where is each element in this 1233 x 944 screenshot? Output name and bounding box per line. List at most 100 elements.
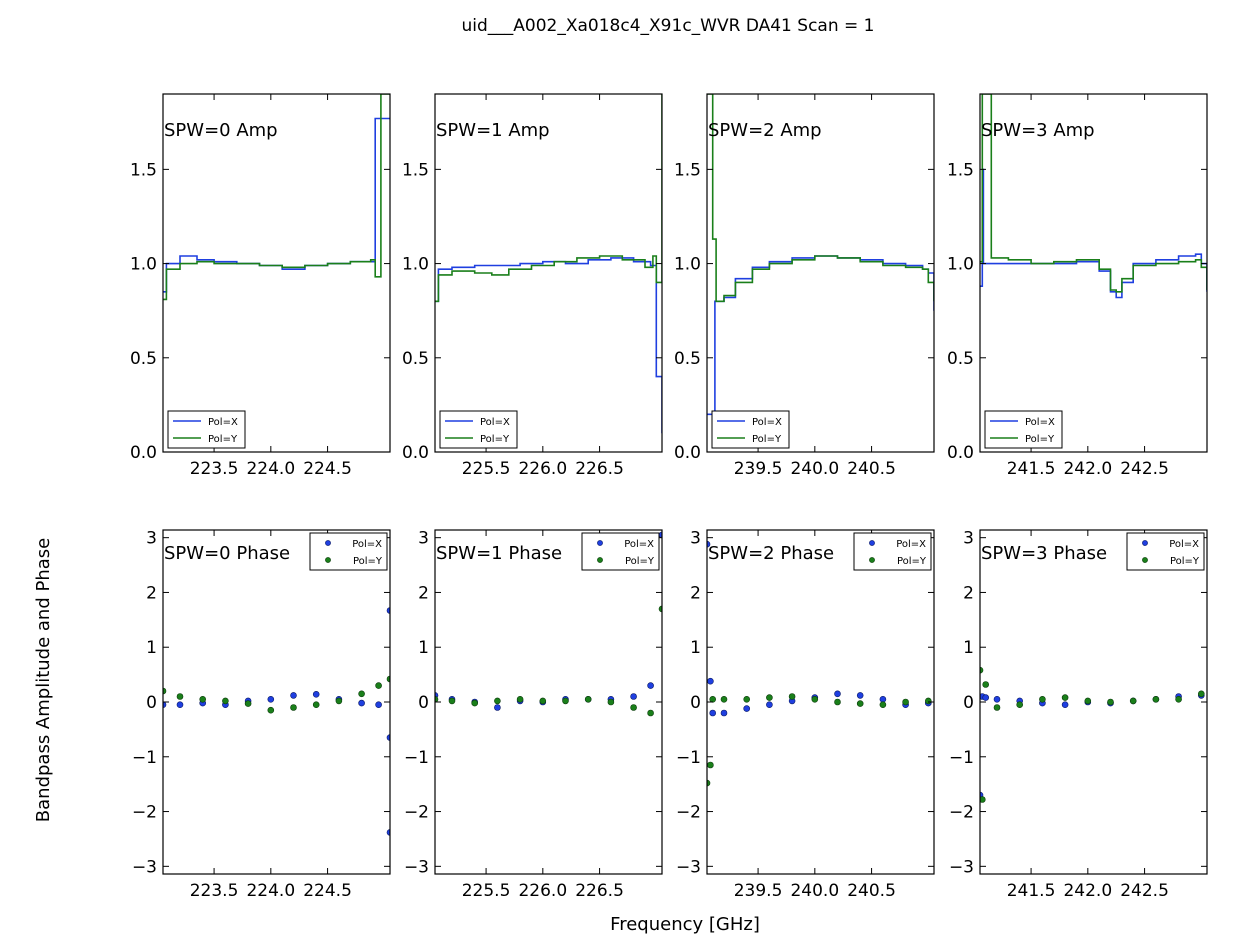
data-point bbox=[1084, 697, 1092, 705]
data-point bbox=[707, 761, 714, 769]
y-tick-label: 0 bbox=[963, 693, 974, 713]
legend-box bbox=[711, 410, 790, 449]
legend-entry: Pol=X bbox=[752, 417, 782, 428]
x-tick-label: 241.5 bbox=[1007, 459, 1056, 479]
data-point bbox=[494, 697, 501, 705]
y-tick-label: 2 bbox=[146, 583, 157, 603]
x-tick-label: 224.5 bbox=[303, 459, 352, 479]
y-tick-label: 1 bbox=[418, 638, 429, 658]
legend: Pol=X Pol=Y bbox=[1126, 532, 1205, 571]
panels: 0.0 0.5 1.0 1.5 223.5 224.0 224.5 SPW=0 Amp Pol=… bbox=[130, 93, 1208, 901]
plot-area bbox=[163, 607, 390, 836]
legend: Pol=X Pol=Y bbox=[853, 532, 932, 571]
data-point bbox=[335, 697, 343, 705]
axes-frame bbox=[979, 529, 1208, 875]
y-tick-label: 0.5 bbox=[674, 349, 701, 369]
data-point bbox=[163, 687, 167, 695]
y-tick-label: 1.5 bbox=[947, 160, 974, 180]
y-tick-label: 3 bbox=[690, 529, 701, 549]
data-point bbox=[290, 692, 297, 699]
data-point bbox=[244, 700, 252, 707]
figure-title: uid___A002_Xa018c4_X91c_WVR DA41 Scan = … bbox=[462, 16, 875, 36]
y-tick-label: 1.0 bbox=[674, 255, 701, 275]
data-point bbox=[1039, 695, 1046, 703]
y-tick-label: 3 bbox=[418, 529, 429, 549]
plot-area bbox=[707, 94, 934, 416]
legend: Pol=X Pol=Y bbox=[167, 410, 246, 449]
data-point bbox=[630, 693, 637, 700]
data-point bbox=[879, 695, 887, 703]
data-point bbox=[658, 605, 662, 613]
y-tick-label: 1 bbox=[963, 638, 974, 658]
x-tick-label: 242.5 bbox=[1120, 459, 1169, 479]
data-point bbox=[290, 704, 297, 711]
y-tick-label: 0.5 bbox=[402, 349, 429, 369]
y-tick-label: 1.5 bbox=[674, 160, 701, 180]
axes-frame bbox=[706, 93, 935, 453]
x-axis-title: Frequency [GHz] bbox=[610, 914, 760, 935]
legend-entry: Pol=X bbox=[1025, 417, 1055, 428]
axes-frame bbox=[979, 93, 1208, 453]
data-point bbox=[1061, 694, 1069, 701]
data-point bbox=[448, 697, 456, 705]
axes-frame bbox=[434, 529, 663, 875]
y-tick-label: 1.0 bbox=[402, 255, 429, 275]
data-point bbox=[1016, 701, 1024, 709]
legend-box bbox=[853, 532, 932, 571]
series-line-pol-x bbox=[980, 168, 1207, 299]
data-point bbox=[386, 734, 390, 741]
legend-entry: Pol=X bbox=[480, 417, 510, 428]
data-point bbox=[516, 695, 524, 703]
x-tick-label: 225.5 bbox=[462, 881, 511, 901]
data-point bbox=[834, 690, 841, 698]
y-tick-label: −3 bbox=[949, 857, 974, 877]
panel-label: SPW=0 Phase bbox=[164, 543, 290, 564]
y-tick-label: −2 bbox=[949, 803, 974, 823]
data-point bbox=[630, 704, 637, 711]
data-point bbox=[707, 779, 711, 787]
x-tick-label: 225.5 bbox=[462, 459, 511, 479]
legend-entry: Pol=Y bbox=[1170, 556, 1200, 567]
x-tick-label: 241.5 bbox=[1007, 881, 1056, 901]
legend-swatch bbox=[869, 540, 875, 546]
legend-box bbox=[439, 410, 518, 449]
data-point bbox=[856, 692, 864, 699]
panel-label: SPW=0 Amp bbox=[164, 120, 278, 141]
data-point bbox=[980, 796, 986, 803]
y-tick-label: −1 bbox=[132, 748, 157, 768]
axes-frame bbox=[162, 93, 391, 453]
data-point bbox=[267, 706, 275, 714]
axes-frame bbox=[706, 529, 935, 875]
legend-entry: Pol=Y bbox=[353, 556, 383, 567]
y-tick-label: 1 bbox=[690, 638, 701, 658]
data-point bbox=[982, 681, 990, 688]
series-line-pol-y bbox=[980, 94, 1207, 293]
legend-box bbox=[581, 532, 660, 571]
axes-frame bbox=[434, 93, 663, 453]
legend-swatch bbox=[1142, 540, 1148, 546]
data-point bbox=[539, 697, 547, 705]
data-point bbox=[709, 709, 717, 717]
y-tick-label: 3 bbox=[146, 529, 157, 549]
series-line-pol-y bbox=[707, 94, 934, 303]
data-point bbox=[562, 697, 569, 705]
data-point bbox=[386, 675, 390, 683]
legend-entry: Pol=Y bbox=[480, 434, 510, 445]
legend-entry: Pol=X bbox=[1169, 539, 1199, 550]
data-point bbox=[267, 695, 275, 703]
data-point bbox=[584, 695, 592, 703]
data-point bbox=[647, 682, 654, 689]
y-tick-label: −2 bbox=[132, 803, 157, 823]
data-point bbox=[358, 699, 365, 707]
data-point bbox=[879, 701, 887, 709]
data-point bbox=[375, 682, 382, 689]
legend-swatch bbox=[325, 540, 331, 546]
chart-panel: 0.0 0.5 1.0 1.5 225.5 226.0 226.5 SPW=1 Amp Pol=… bbox=[402, 93, 663, 479]
x-tick-label: 226.0 bbox=[518, 881, 567, 901]
chart-panel: −3 −2 −1 0 1 2 3 225.5 226.0 226.5 SPW=1 Phase Pol=… bbox=[404, 529, 663, 901]
chart-panel: −3 −2 −1 0 1 2 3 223.5 224.0 224.5 SPW=0 Phase Pol=… bbox=[132, 529, 391, 901]
chart-panel: 0.0 0.5 1.0 1.5 223.5 224.0 224.5 SPW=0 Amp Pol=… bbox=[130, 93, 391, 479]
data-point bbox=[471, 699, 479, 707]
series-line-pol-x bbox=[707, 255, 934, 416]
plot-area bbox=[980, 666, 1205, 803]
